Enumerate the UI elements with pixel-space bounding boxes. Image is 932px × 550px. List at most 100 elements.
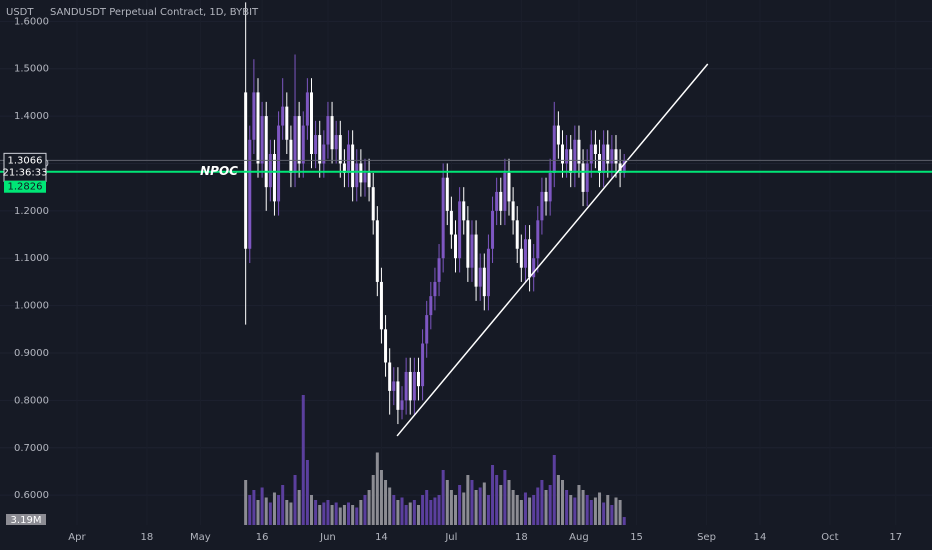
candle-body: [499, 191, 503, 211]
volume-bar: [429, 500, 433, 525]
candle-body: [281, 106, 285, 126]
volume-bar: [367, 490, 371, 525]
volume-bar: [482, 482, 486, 525]
y-tick-label: 1.2000: [14, 206, 49, 217]
x-tick-label: 15: [630, 532, 643, 543]
volume-bar: [351, 505, 355, 525]
candle-body: [458, 201, 462, 259]
volume-bar: [347, 502, 351, 525]
candle-body: [264, 116, 268, 188]
x-tick-label: 16: [256, 532, 269, 543]
time-axis: [0, 525, 932, 550]
candle-body: [478, 267, 482, 287]
candle-body: [602, 144, 606, 173]
candle-body: [367, 172, 371, 188]
volume-bar: [560, 480, 564, 525]
candle-body: [297, 116, 301, 164]
volume-bar: [503, 470, 507, 525]
candle-body: [408, 371, 412, 401]
y-tick-label: 1.0000: [14, 301, 49, 312]
candle-body: [565, 149, 569, 164]
candle-body: [416, 371, 420, 387]
candle-body: [318, 135, 322, 164]
candle-body: [314, 135, 318, 154]
candle-body: [334, 135, 338, 150]
candle-body: [326, 116, 330, 145]
candle-body: [560, 144, 564, 164]
volume-bar: [416, 505, 420, 525]
volume-bar: [581, 490, 585, 525]
candle-body: [544, 191, 548, 202]
candle-body: [462, 201, 466, 221]
candle-body: [268, 153, 272, 188]
candle-body: [425, 315, 429, 344]
candle-body: [569, 149, 573, 173]
candle-body: [355, 163, 359, 188]
x-tick-label: Aug: [569, 532, 589, 543]
y-tick-label: 0.7000: [14, 443, 49, 454]
volume-bar: [556, 475, 560, 525]
volume-bar: [363, 495, 367, 525]
candle-body: [491, 210, 495, 249]
candle-body: [248, 139, 252, 249]
volume-bar: [322, 502, 326, 525]
candle-body: [429, 296, 433, 316]
candle-body: [437, 258, 441, 282]
volume-bar: [396, 500, 400, 525]
volume-bar: [577, 485, 581, 525]
volume-bar: [264, 497, 268, 525]
volume-bar: [589, 500, 593, 525]
volume-bar: [610, 505, 614, 525]
candle-body: [433, 281, 437, 297]
candle-body: [260, 116, 264, 164]
candle-body: [289, 139, 293, 173]
candle-body: [577, 139, 581, 164]
candle-body: [309, 92, 313, 154]
volume-bar: [421, 495, 425, 525]
candle-body: [342, 163, 346, 173]
candle-body: [614, 149, 618, 164]
candle-body: [445, 177, 449, 211]
y-tick-label: 1.5000: [14, 64, 49, 75]
y-axis-label: USDT: [6, 7, 34, 18]
candle-body: [581, 163, 585, 192]
candle-body: [548, 172, 552, 202]
candle-body: [573, 139, 577, 173]
candle-body: [519, 248, 523, 268]
candle-body: [277, 125, 281, 202]
candle-body: [466, 220, 470, 268]
volume-bar: [297, 490, 301, 525]
x-tick-label: Sep: [697, 532, 716, 543]
volume-bar: [462, 492, 466, 525]
price-label: 1.3066: [8, 155, 43, 166]
volume-bar: [408, 502, 412, 525]
candle-body: [412, 371, 416, 401]
volume-bar: [375, 452, 379, 525]
volume-bar: [478, 487, 482, 525]
volume-bar: [314, 500, 318, 525]
candle-body: [593, 144, 597, 154]
candle-body: [272, 153, 276, 202]
volume-bar: [470, 480, 474, 525]
candle-body: [610, 149, 614, 164]
npoc-price: 1.2826: [8, 182, 43, 193]
candle-body: [256, 92, 260, 164]
volume-bar: [281, 485, 285, 525]
volume-bar: [248, 495, 252, 525]
volume-bar: [342, 505, 346, 525]
volume-bar: [491, 465, 495, 525]
volume-bar: [330, 505, 334, 525]
candle-body: [396, 381, 400, 410]
candle-body: [363, 172, 367, 183]
candle-body: [622, 160, 626, 173]
candle-body: [379, 281, 383, 330]
candle-body: [359, 163, 363, 183]
candle-body: [244, 92, 248, 249]
volume-bar: [507, 480, 511, 525]
volume-bar: [466, 475, 470, 525]
x-tick-label: 14: [754, 532, 767, 543]
volume-bar: [606, 495, 610, 525]
volume-bar: [371, 475, 375, 525]
volume-bar: [433, 497, 437, 525]
